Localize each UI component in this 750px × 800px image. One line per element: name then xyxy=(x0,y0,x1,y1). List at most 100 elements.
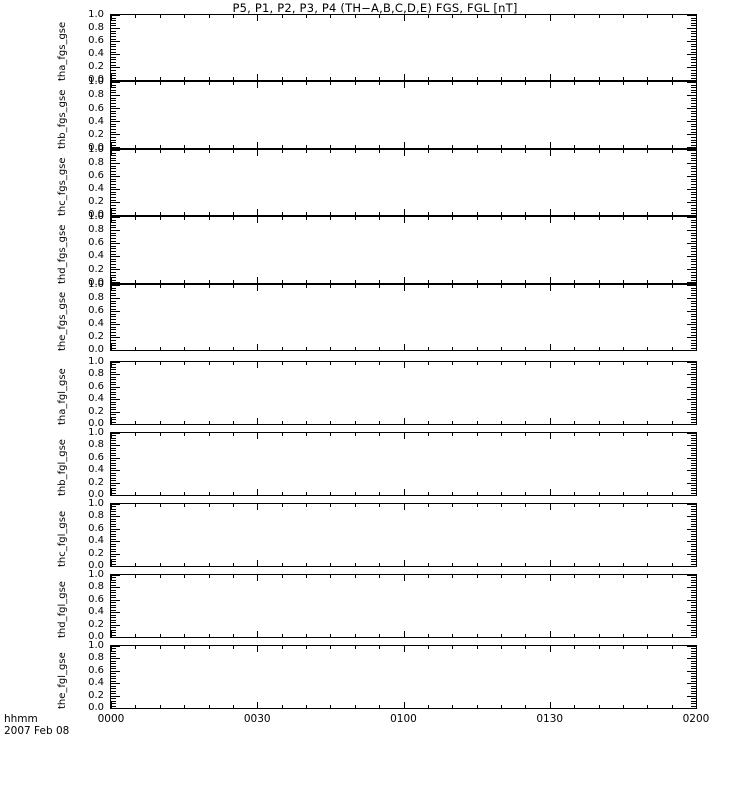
y-minor-tick xyxy=(691,698,696,699)
x-minor-tick xyxy=(282,149,283,153)
x-minor-tick xyxy=(233,563,234,566)
x-major-tick xyxy=(257,217,258,224)
y-tick-label: 0.2 xyxy=(88,128,104,140)
y-minor-tick xyxy=(691,103,696,105)
y-major-tick xyxy=(687,708,696,709)
y-minor-tick xyxy=(691,493,696,494)
x-minor-tick xyxy=(330,563,331,566)
x-minor-tick xyxy=(672,705,673,708)
y-minor-tick xyxy=(111,292,116,294)
y-minor-tick xyxy=(111,106,116,108)
x-minor-tick xyxy=(135,634,136,637)
x-minor-tick xyxy=(574,77,575,81)
x-minor-tick xyxy=(184,575,185,578)
x-minor-tick xyxy=(330,362,331,365)
y-minor-tick xyxy=(111,407,116,408)
x-minor-tick xyxy=(477,575,478,578)
x-minor-tick xyxy=(209,705,210,708)
x-major-tick xyxy=(404,284,405,291)
x-major-tick xyxy=(550,560,551,566)
y-major-tick xyxy=(687,217,696,219)
x-minor-tick xyxy=(306,421,307,424)
y-minor-tick xyxy=(691,254,696,256)
panel-axis-label-thc_fgl_gse: thc_fgl_gse xyxy=(57,510,68,567)
y-major-tick xyxy=(687,600,696,601)
x-major-tick xyxy=(111,560,112,566)
x-minor-tick xyxy=(574,82,575,86)
y-tick-label: 0.0 xyxy=(88,560,104,571)
x-minor-tick xyxy=(599,634,600,637)
y-minor-tick xyxy=(111,334,116,336)
y-major-tick xyxy=(687,54,696,55)
x-minor-tick xyxy=(525,575,526,578)
x-major-tick xyxy=(404,276,405,283)
y-minor-tick xyxy=(111,315,116,317)
x-minor-tick xyxy=(525,346,526,350)
x-minor-tick xyxy=(452,284,453,288)
y-minor-tick xyxy=(691,602,696,603)
x-minor-tick xyxy=(672,634,673,637)
x-minor-tick xyxy=(330,646,331,649)
y-minor-tick xyxy=(691,159,696,161)
x-minor-tick xyxy=(233,504,234,507)
x-minor-tick xyxy=(355,77,356,81)
y-major-tick xyxy=(687,41,696,42)
x-major-tick xyxy=(404,575,405,581)
y-minor-tick xyxy=(111,119,116,121)
x-minor-tick xyxy=(282,433,283,436)
x-minor-tick xyxy=(355,279,356,283)
y-minor-tick xyxy=(691,480,696,481)
x-major-tick xyxy=(111,489,112,495)
x-minor-tick xyxy=(599,149,600,153)
y-minor-tick xyxy=(691,18,696,19)
y-minor-tick xyxy=(111,287,116,289)
x-minor-tick xyxy=(647,149,648,153)
y-major-tick xyxy=(687,625,696,626)
y-minor-tick xyxy=(111,382,116,383)
y-major-tick xyxy=(687,269,696,271)
x-minor-tick xyxy=(477,504,478,507)
y-minor-tick xyxy=(111,653,116,654)
y-minor-tick xyxy=(111,693,116,694)
y-tick-label: 0.4 xyxy=(88,677,104,689)
x-minor-tick xyxy=(647,279,648,283)
y-major-tick xyxy=(111,336,120,338)
y-major-tick xyxy=(111,600,120,601)
y-minor-tick xyxy=(691,485,696,486)
y-minor-tick xyxy=(691,414,696,415)
y-minor-tick xyxy=(691,622,696,623)
y-major-tick xyxy=(111,149,120,151)
panel-axis-label-thc_fgs_gse: thc_fgs_gse xyxy=(57,157,68,217)
x-minor-tick xyxy=(623,646,624,649)
plot-panel-thc_fgs_gse xyxy=(110,148,697,217)
y-minor-tick xyxy=(691,264,696,266)
y-minor-tick xyxy=(111,524,116,525)
y-major-tick xyxy=(687,445,696,446)
x-minor-tick xyxy=(306,563,307,566)
x-minor-tick xyxy=(135,492,136,495)
y-minor-tick xyxy=(111,92,116,94)
x-major-tick xyxy=(550,74,551,81)
y-minor-tick xyxy=(691,384,696,385)
x-minor-tick xyxy=(379,504,380,507)
y-minor-tick xyxy=(691,635,696,636)
y-minor-tick xyxy=(111,509,116,510)
y-minor-tick xyxy=(111,191,116,193)
y-minor-tick xyxy=(691,142,696,144)
x-minor-tick xyxy=(647,346,648,350)
y-minor-tick xyxy=(111,90,116,92)
y-minor-tick xyxy=(691,207,696,209)
y-minor-tick xyxy=(111,561,116,562)
y-minor-tick xyxy=(691,289,696,291)
y-minor-tick xyxy=(691,703,696,704)
x-minor-tick xyxy=(501,575,502,578)
y-tick-label: 0.6 xyxy=(88,304,104,316)
y-minor-tick xyxy=(691,178,696,180)
x-minor-tick xyxy=(355,433,356,436)
y-minor-tick xyxy=(111,180,116,182)
y-minor-tick xyxy=(691,585,696,586)
y-minor-tick xyxy=(691,392,696,393)
x-minor-tick xyxy=(282,492,283,495)
x-minor-tick xyxy=(672,144,673,148)
x-minor-tick xyxy=(330,77,331,81)
